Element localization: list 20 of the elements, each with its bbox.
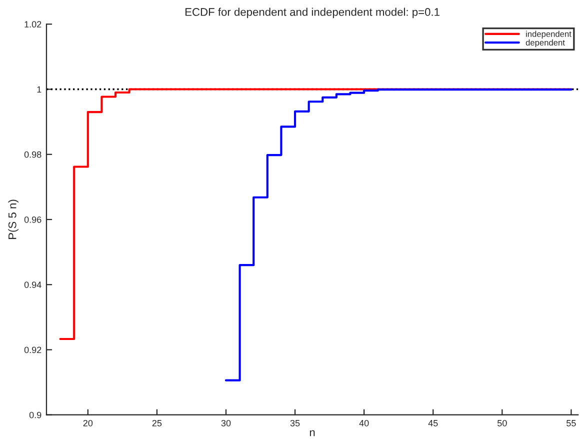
y-axis-title: P(S 5 n) (8, 200, 18, 239)
x-tick-label: 40 (359, 420, 369, 426)
x-tick-label: 30 (221, 420, 231, 426)
legend-label: dependent (526, 39, 565, 48)
y-tick-label: 1 (37, 86, 42, 93)
x-tick-label: 55 (566, 420, 576, 426)
chart-title: ECDF for dependent and independent model: p=0.1 (185, 8, 440, 18)
y-tick-label: 0.98 (24, 151, 42, 158)
y-tick-label: 0.96 (24, 216, 42, 223)
y-tick-label: 0.92 (24, 346, 42, 354)
y-tick-label: 0.94 (24, 282, 42, 288)
x-axis-title: n (310, 430, 315, 436)
x-tick-label: 20 (83, 420, 93, 426)
y-tick-label: 0.9 (29, 412, 42, 418)
x-tick-label: 35 (290, 420, 300, 426)
x-tick-label: 50 (497, 420, 507, 426)
x-tick-label: 45 (428, 420, 438, 426)
y-tick-label: 1.02 (24, 21, 42, 28)
x-tick-label: 25 (152, 420, 162, 426)
legend-label: independent (526, 30, 572, 39)
